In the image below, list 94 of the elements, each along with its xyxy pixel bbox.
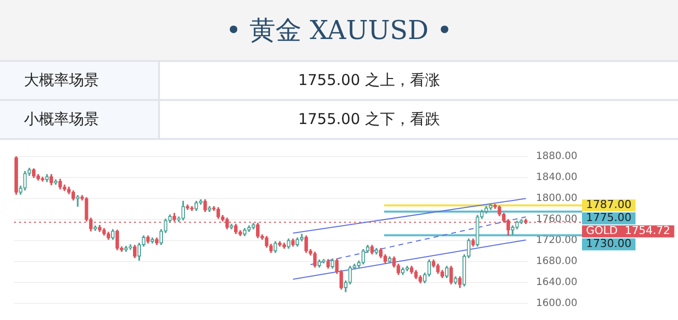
y-tick-label: 1880.00 bbox=[536, 151, 578, 162]
candlestick bbox=[247, 225, 251, 232]
candlestick bbox=[194, 200, 198, 211]
candlestick bbox=[181, 200, 185, 220]
candlestick bbox=[274, 241, 278, 253]
candlestick bbox=[50, 174, 54, 186]
candlestick bbox=[98, 224, 102, 232]
candlestick bbox=[410, 266, 414, 274]
candlestick bbox=[370, 244, 374, 254]
candlestick bbox=[330, 258, 334, 269]
candlestick bbox=[40, 176, 44, 182]
candlestick bbox=[186, 204, 190, 210]
candlestick bbox=[493, 204, 497, 209]
candlestick bbox=[62, 184, 66, 192]
y-tick-label: 1800.00 bbox=[536, 193, 578, 204]
candlestick bbox=[230, 224, 234, 230]
candlestick bbox=[405, 266, 410, 272]
candlestick bbox=[348, 266, 352, 284]
candlestick bbox=[150, 238, 154, 244]
candlestick bbox=[106, 232, 110, 240]
ref-line-label: GOLD 1754.72 bbox=[586, 224, 670, 238]
y-tick-label: 1680.00 bbox=[536, 256, 578, 268]
candlestick bbox=[111, 229, 115, 240]
candlestick bbox=[54, 179, 58, 185]
candlestick bbox=[296, 238, 300, 247]
candlestick bbox=[216, 207, 220, 219]
candlestick bbox=[102, 228, 106, 236]
candlestick bbox=[32, 168, 36, 178]
candlestick bbox=[515, 220, 519, 230]
candlestick bbox=[458, 276, 462, 288]
candlestick bbox=[304, 235, 308, 253]
candlestick bbox=[326, 259, 330, 269]
y-tick-label: 1600.00 bbox=[536, 298, 578, 309]
candlestick bbox=[36, 174, 40, 181]
candlestick bbox=[286, 238, 290, 249]
y-tick-label: 1640.00 bbox=[536, 277, 578, 288]
candlestick bbox=[476, 214, 480, 247]
candlestick bbox=[454, 276, 458, 284]
candlestick bbox=[510, 225, 514, 236]
candlestick bbox=[176, 216, 181, 222]
candlestick bbox=[198, 199, 203, 205]
candlestick bbox=[322, 259, 326, 264]
text: 大概率场景 bbox=[0, 62, 160, 99]
candlestick bbox=[242, 228, 246, 236]
candlestick bbox=[488, 203, 492, 210]
candlestick bbox=[168, 214, 172, 222]
y-tick-label: 1840.00 bbox=[536, 172, 578, 184]
candlestick bbox=[313, 252, 317, 268]
candlestick bbox=[45, 174, 49, 182]
candlestick bbox=[58, 178, 62, 190]
candlestick bbox=[374, 248, 378, 254]
text: 小概率场景 bbox=[0, 101, 160, 138]
candlestick bbox=[154, 238, 159, 246]
ref-line-label: 1787.00 bbox=[586, 198, 632, 212]
candlestick bbox=[190, 206, 194, 211]
candlestick bbox=[208, 206, 212, 212]
candlestick bbox=[440, 270, 444, 278]
candlestick bbox=[212, 206, 216, 211]
candlestick bbox=[471, 238, 475, 247]
candlestick bbox=[388, 256, 392, 264]
candlestick bbox=[300, 234, 304, 242]
candlestick bbox=[18, 186, 22, 195]
candlestick bbox=[291, 238, 295, 247]
candlestick bbox=[383, 254, 388, 264]
candlestick bbox=[366, 244, 370, 253]
ref-line-label: 1775.00 bbox=[586, 211, 632, 224]
candlestick bbox=[317, 260, 322, 268]
candlestick bbox=[400, 267, 405, 275]
candlestick bbox=[422, 272, 427, 284]
candlestick bbox=[264, 236, 268, 248]
candlestick bbox=[498, 206, 502, 216]
candlestick bbox=[427, 260, 431, 276]
candlestick bbox=[23, 170, 27, 190]
y-tick-label: 1720.00 bbox=[536, 235, 578, 246]
candlestick bbox=[115, 230, 120, 250]
candlestick bbox=[414, 270, 418, 280]
candlestick bbox=[339, 270, 344, 290]
y-tick-label: 1760.00 bbox=[536, 214, 578, 226]
ref-line-label: 1730.00 bbox=[586, 237, 632, 250]
candlestick bbox=[146, 235, 150, 244]
candlestick bbox=[71, 190, 76, 200]
candlestick bbox=[308, 249, 312, 256]
text: • 黄金 XAUUSD • bbox=[0, 0, 678, 62]
candlestick bbox=[436, 264, 440, 274]
candlestick bbox=[361, 249, 366, 264]
candlestick bbox=[335, 258, 339, 274]
candlestick bbox=[14, 156, 18, 195]
candlestick bbox=[432, 260, 436, 268]
text: 1755.00 之下，看跌 bbox=[297, 109, 441, 130]
candlestick bbox=[203, 199, 207, 212]
text: 1755.00 之上，看涨 bbox=[297, 70, 441, 91]
candlestick bbox=[484, 206, 488, 214]
candlestick bbox=[357, 260, 361, 268]
candlestick bbox=[379, 248, 383, 258]
